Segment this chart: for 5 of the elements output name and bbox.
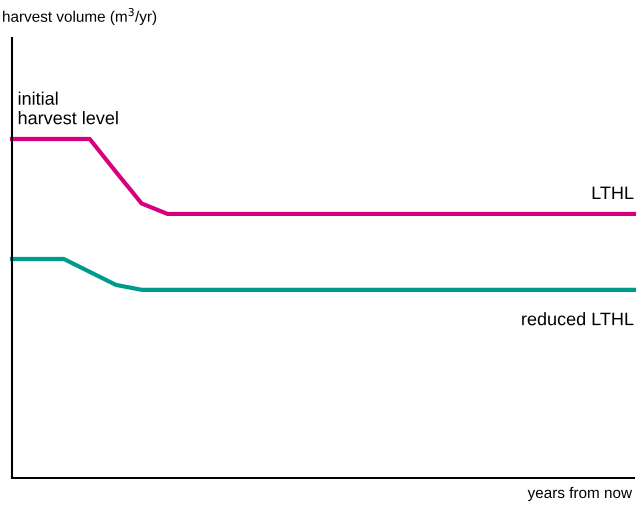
series-label: reduced LTHL: [522, 312, 634, 326]
series-label: LTHL: [592, 186, 634, 200]
text: harvest volume (m$^{3}$/yr): [3, 8, 156, 25]
text: initial harvest level: [18, 92, 118, 124]
x-axis-title: years from now: [528, 486, 632, 502]
